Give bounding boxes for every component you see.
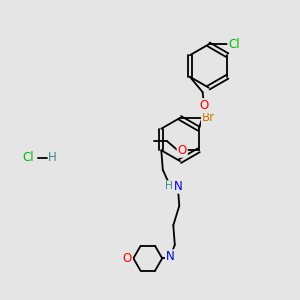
Text: Cl: Cl [228, 38, 240, 51]
Text: O: O [178, 144, 187, 157]
Text: N: N [173, 180, 182, 193]
Text: N: N [166, 250, 175, 263]
Text: Cl: Cl [23, 151, 34, 164]
Text: H: H [48, 151, 57, 164]
Text: H: H [165, 181, 173, 191]
Text: O: O [200, 99, 209, 112]
Text: O: O [123, 252, 132, 265]
Text: Br: Br [202, 111, 215, 124]
